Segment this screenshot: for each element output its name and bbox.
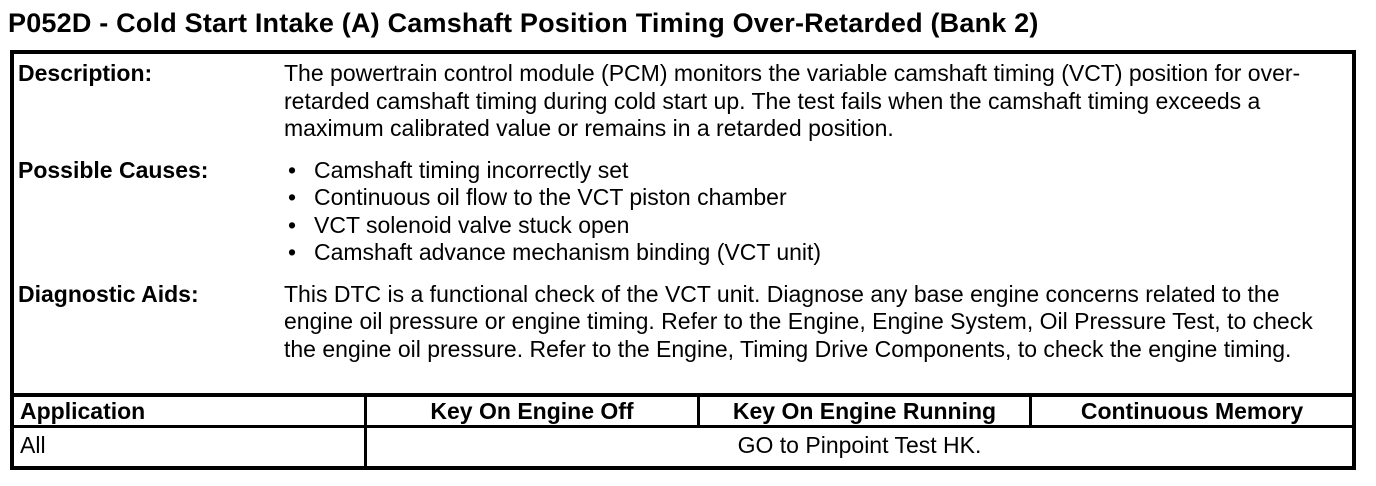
header-cell-key-on-engine-running: Key On Engine Running xyxy=(697,397,1029,425)
possible-cause-item: Continuous oil flow to the VCT piston ch… xyxy=(284,184,1342,212)
action-table-data-row: All GO to Pinpoint Test HK. xyxy=(14,428,1352,466)
possible-causes-list: Camshaft timing incorrectly setContinuou… xyxy=(284,157,1342,267)
possible-cause-item: Camshaft advance mechanism binding (VCT … xyxy=(284,239,1342,267)
page-title: P052D - Cold Start Intake (A) Camshaft P… xyxy=(8,8,1039,38)
diagnostic-aids-row: Diagnostic Aids: This DTC is a functiona… xyxy=(14,281,1352,364)
possible-cause-item: VCT solenoid valve stuck open xyxy=(284,212,1342,240)
application-value-cell: All xyxy=(20,432,46,458)
possible-cause-item: Camshaft timing incorrectly set xyxy=(284,157,1342,185)
diagnostic-aids-text: This DTC is a functional check of the VC… xyxy=(284,280,1313,362)
application-action-table: Application Key On Engine Off Key On Eng… xyxy=(14,393,1352,466)
dtc-info-panel: Description: The powertrain control modu… xyxy=(10,50,1356,470)
header-cell-key-on-engine-off: Key On Engine Off xyxy=(364,397,697,425)
header-cell-application: Application xyxy=(20,398,146,424)
description-text: The powertrain control module (PCM) moni… xyxy=(284,60,1301,141)
diagnostic-aids-label: Diagnostic Aids: xyxy=(18,280,199,307)
possible-causes-content: Camshaft timing incorrectly setContinuou… xyxy=(284,157,1352,267)
possible-causes-row: Possible Causes: Camshaft timing incorre… xyxy=(14,157,1352,267)
action-table-header-row: Application Key On Engine Off Key On Eng… xyxy=(14,397,1352,428)
possible-causes-label: Possible Causes: xyxy=(18,156,209,183)
header-cell-continuous-memory: Continuous Memory xyxy=(1029,397,1352,425)
info-rows: Description: The powertrain control modu… xyxy=(14,54,1352,393)
pinpoint-action-cell: GO to Pinpoint Test HK. xyxy=(364,428,1352,466)
description-label: Description: xyxy=(18,60,153,86)
description-row: Description: The powertrain control modu… xyxy=(14,60,1352,143)
